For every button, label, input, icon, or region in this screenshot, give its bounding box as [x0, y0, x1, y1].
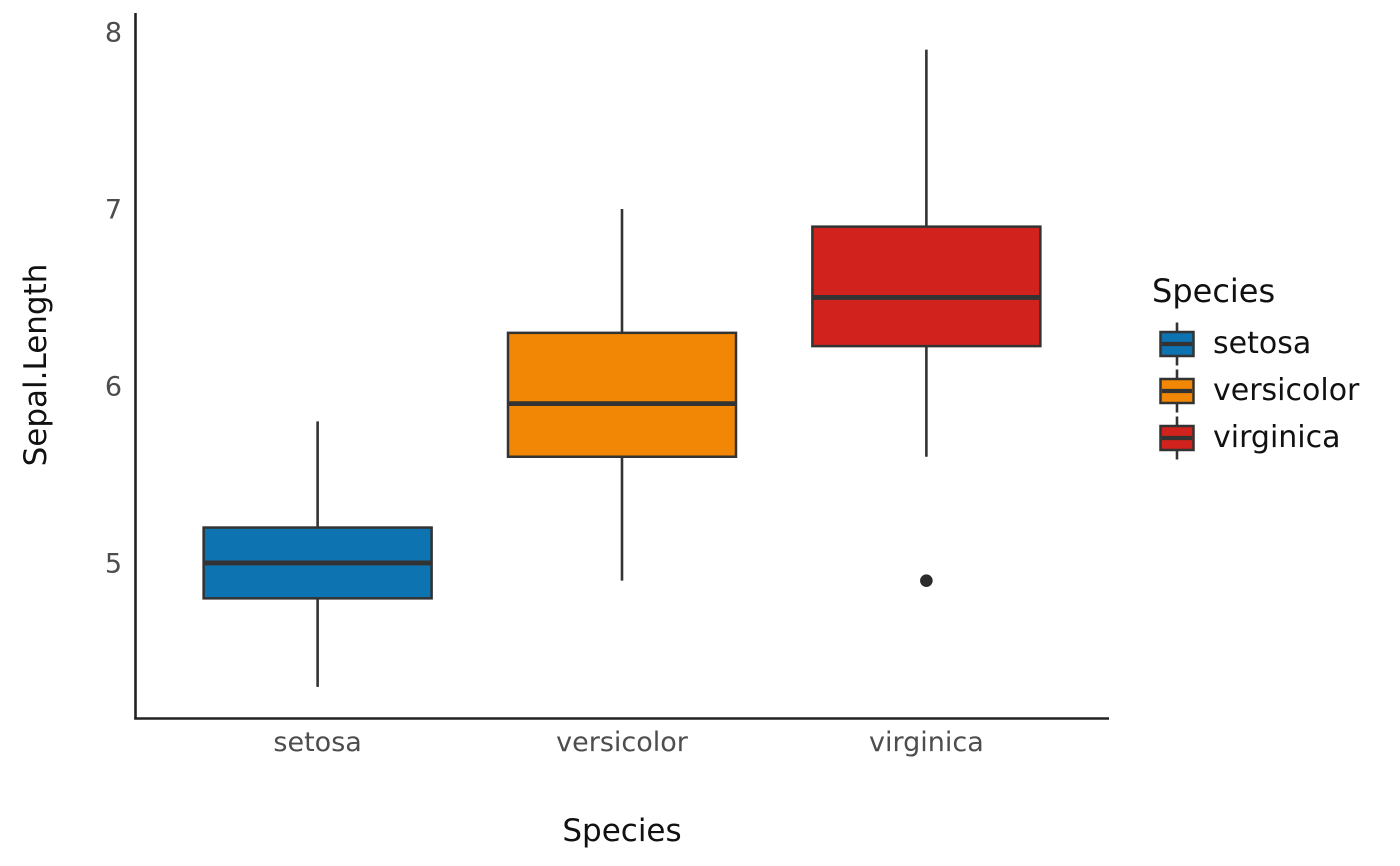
y-tick-label: 5: [105, 549, 122, 580]
box-virginica: [811, 225, 1042, 348]
legend-key-boxplot-icon: [1159, 322, 1195, 365]
legend-item-virginica: virginica: [1152, 414, 1359, 461]
x-axis-title: Species: [562, 813, 682, 849]
legend-label: versicolor: [1213, 373, 1360, 408]
y-tick-label: 7: [105, 195, 122, 226]
x-tick-label: virginica: [869, 727, 984, 758]
legend-item-versicolor: versicolor: [1152, 367, 1359, 414]
legend-item-setosa: setosa: [1152, 320, 1359, 367]
legend-title: Species: [1152, 272, 1276, 310]
y-axis-title: Sepal.Length: [18, 263, 54, 467]
legend-key-boxplot-icon: [1159, 416, 1195, 459]
x-tick-label: versicolor: [556, 727, 689, 758]
x-tick-label: setosa: [273, 727, 361, 758]
y-tick-label: 8: [105, 18, 122, 49]
outlier-point-virginica: [920, 574, 933, 587]
y-tick-label: 6: [105, 372, 122, 403]
box-versicolor: [506, 331, 738, 458]
legend-label: setosa: [1213, 326, 1312, 361]
legend: Species setosa versicolor virginica: [1152, 272, 1359, 461]
legend-label: virginica: [1213, 420, 1341, 455]
legend-items: setosa versicolor virginica: [1152, 320, 1359, 461]
legend-key-boxplot-icon: [1159, 369, 1195, 412]
